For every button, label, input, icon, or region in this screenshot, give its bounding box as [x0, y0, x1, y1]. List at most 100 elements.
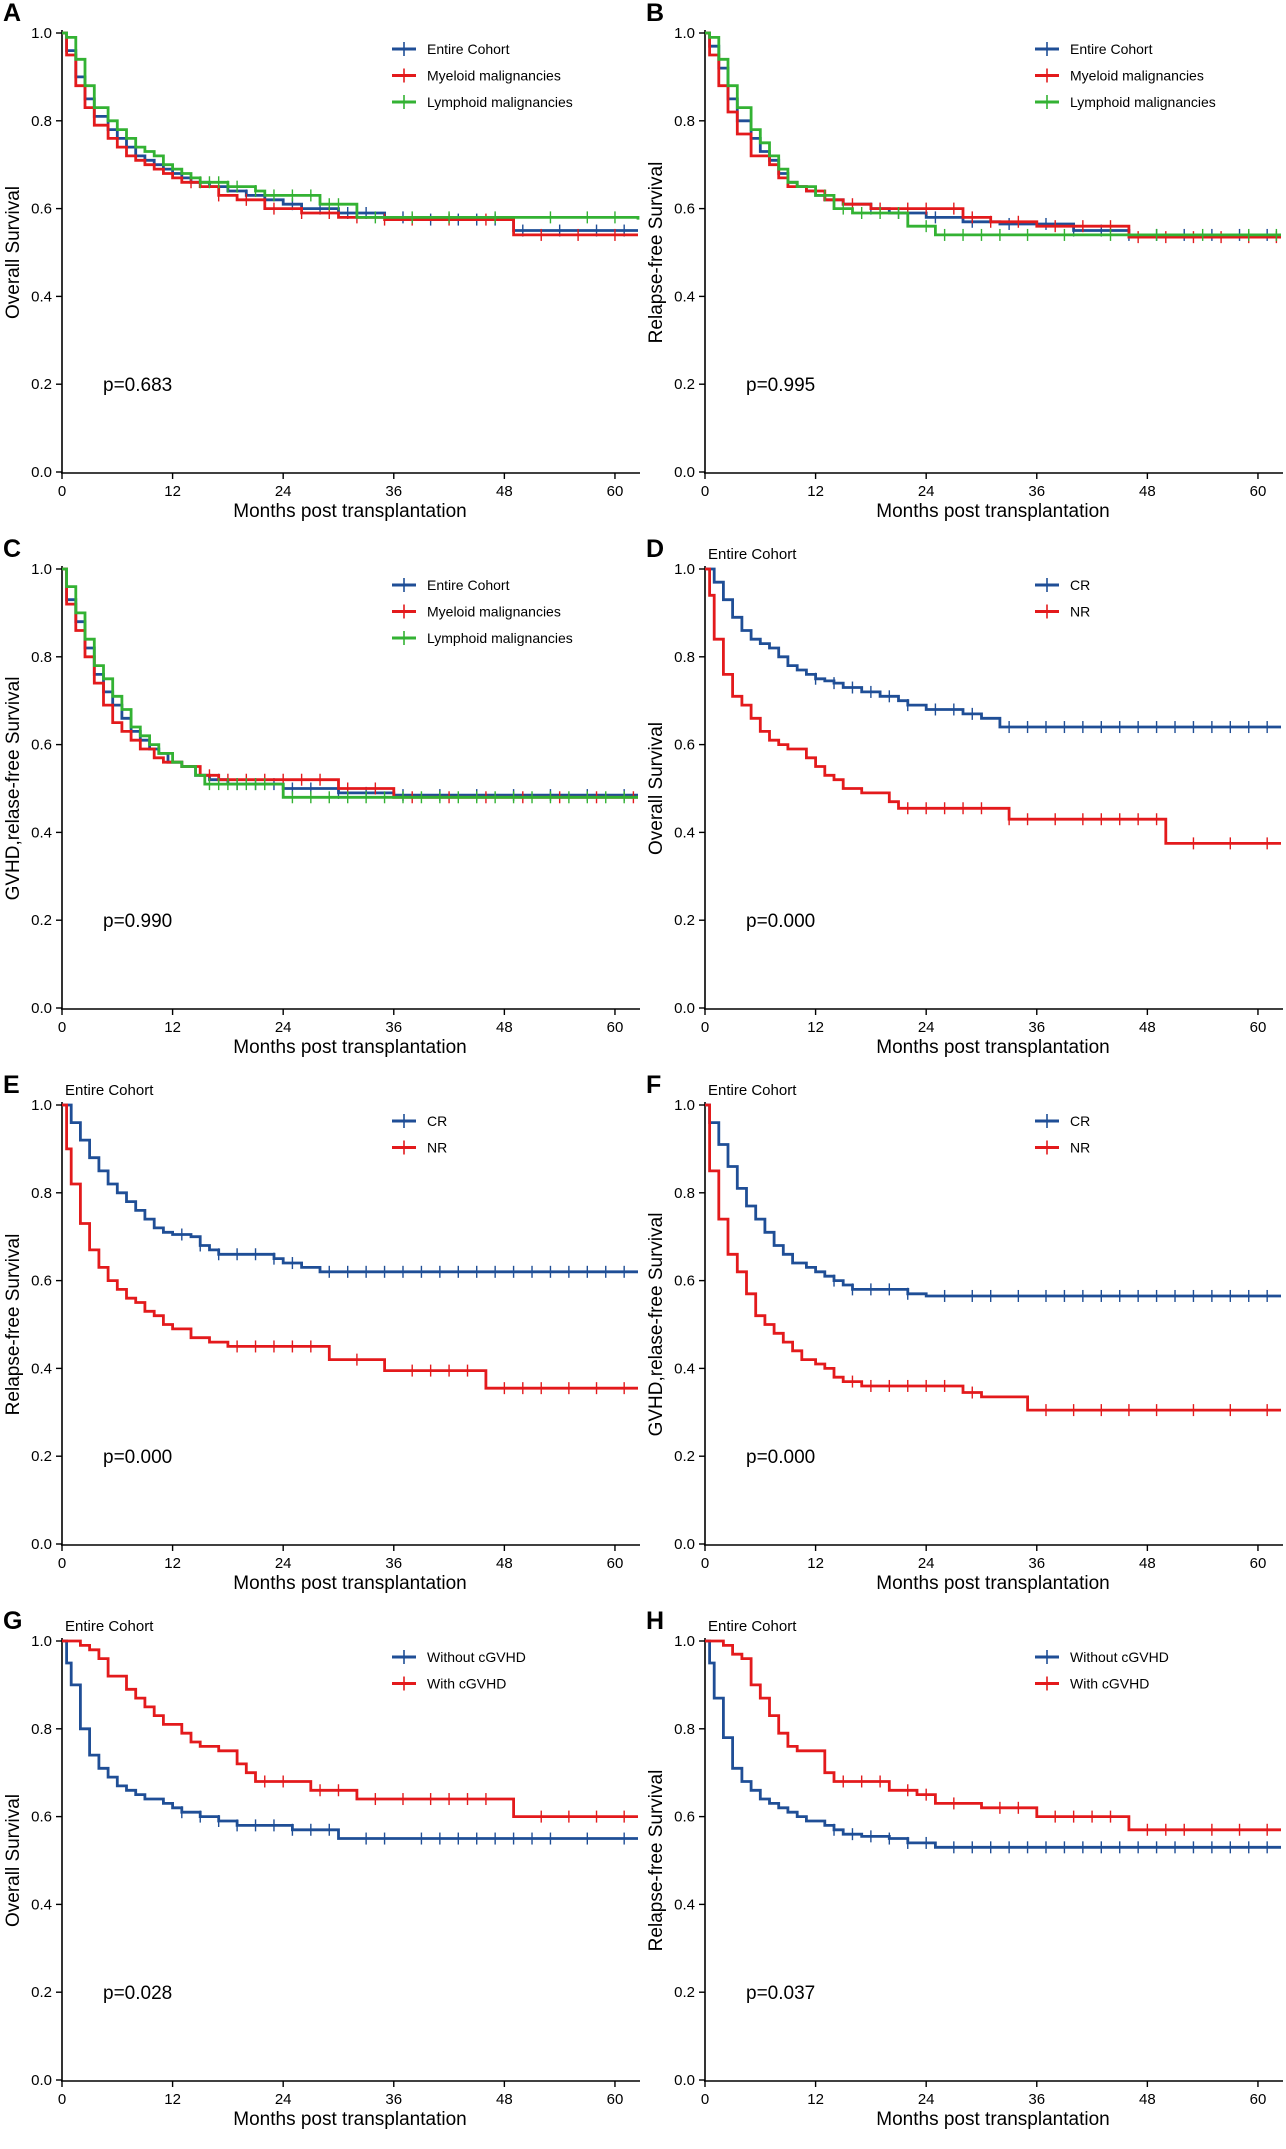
panel-letter: C [3, 535, 21, 563]
x-tick-label: 36 [385, 1019, 402, 1036]
km-chart: D Entire Cohort 0.0 0.2 0.4 0.6 0.8 1.0 0 12 24 36 4… [646, 535, 1283, 1058]
series-entire-cohort [705, 31, 1281, 241]
y-tick-label: 0.4 [31, 1896, 52, 1913]
km-curve [62, 1103, 638, 1390]
legend-entry: Lymphoid malignancies [392, 630, 573, 646]
y-tick-label: 0.2 [674, 912, 695, 929]
y-axis-title: Overall Survival [3, 1794, 24, 1927]
legend-label: NR [427, 1140, 447, 1156]
km-curve [705, 567, 1281, 845]
legend-label: Without cGVHD [1070, 1649, 1169, 1665]
legend-label: CR [1070, 1113, 1090, 1129]
km-curve [705, 1103, 1281, 1412]
x-tick-label: 0 [58, 1019, 66, 1036]
y-tick-label: 0.6 [31, 1809, 52, 1826]
legend-label: NR [1070, 1140, 1090, 1156]
x-axis-title: Months post transplantation [233, 2109, 466, 2130]
km-curve [62, 1639, 638, 1840]
panel-b: B 0.0 0.2 0.4 0.6 0.8 1.0 0 12 24 36 48 60 Months pos… [643, 0, 1286, 536]
y-tick-label: 0.2 [31, 376, 52, 393]
km-curve [62, 1639, 638, 1818]
legend-entry: Lymphoid malignancies [1035, 94, 1216, 110]
y-tick-label: 0.8 [674, 1185, 695, 1202]
legend-label: Lymphoid malignancies [427, 630, 573, 646]
km-curve [62, 1103, 638, 1274]
series-nr [705, 1103, 1281, 1417]
km-chart: H Entire Cohort 0.0 0.2 0.4 0.6 0.8 1.0 0 12 24 36 4… [646, 1607, 1283, 2130]
p-value: p=0.000 [746, 1447, 815, 1468]
series-without-cgvhd [62, 1639, 638, 1845]
km-curve [62, 567, 638, 799]
x-tick-label: 24 [275, 483, 292, 500]
y-tick-label: 1.0 [674, 1633, 695, 1650]
x-tick-label: 36 [385, 2091, 402, 2108]
km-curve [705, 1639, 1281, 1832]
km-chart: F Entire Cohort 0.0 0.2 0.4 0.6 0.8 1.0 0 12 24 36 4… [646, 1071, 1283, 1594]
x-axis-title: Months post transplantation [876, 501, 1109, 522]
legend-label: With cGVHD [427, 1676, 506, 1692]
y-tick-label: 0.8 [31, 113, 52, 130]
series-with-cgvhd [705, 1639, 1281, 1836]
y-tick-label: 1.0 [31, 1633, 52, 1650]
series-cr [705, 567, 1281, 734]
x-tick-label: 60 [607, 2091, 624, 2108]
panel-letter: A [3, 0, 21, 27]
y-tick-label: 0.0 [674, 1000, 695, 1017]
x-tick-label: 24 [275, 1019, 292, 1036]
panel-subtitle: Entire Cohort [708, 1082, 797, 1099]
panel-a: A 0.0 0.2 0.4 0.6 0.8 1.0 0 12 24 36 48 60 Months pos… [0, 0, 643, 536]
x-axis-title: Months post transplantation [876, 2109, 1109, 2130]
x-tick-label: 12 [164, 1555, 181, 1572]
x-tick-label: 0 [701, 1019, 709, 1036]
km-chart: B 0.0 0.2 0.4 0.6 0.8 1.0 0 12 24 36 48 60 Months pos… [646, 0, 1283, 522]
legend-label: Entire Cohort [1070, 41, 1153, 57]
panel-subtitle: Entire Cohort [65, 1082, 154, 1099]
legend-entry: Entire Cohort [392, 577, 510, 593]
series-nr [705, 567, 1281, 850]
x-tick-label: 60 [607, 1555, 624, 1572]
km-chart: E Entire Cohort 0.0 0.2 0.4 0.6 0.8 1.0 0 12 24 36 4… [3, 1071, 640, 1594]
x-tick-label: 60 [607, 483, 624, 500]
panel-g: G Entire Cohort 0.0 0.2 0.4 0.6 0.8 1.0 0 12 24 36 4… [0, 1607, 643, 2149]
y-axis-title: Relapse-free Survival [646, 1770, 667, 1952]
p-value: p=0.000 [103, 1447, 172, 1468]
y-tick-label: 0.2 [31, 1448, 52, 1465]
panel-e: E Entire Cohort 0.0 0.2 0.4 0.6 0.8 1.0 0 12 24 36 4… [0, 1071, 643, 1608]
legend-label: Myeloid malignancies [427, 68, 561, 84]
y-tick-label: 0.4 [674, 824, 695, 841]
x-tick-label: 0 [701, 483, 709, 500]
x-tick-label: 48 [496, 1555, 513, 1572]
panel-letter: B [646, 0, 664, 27]
x-tick-label: 60 [1250, 1019, 1267, 1036]
panel-c: C 0.0 0.2 0.4 0.6 0.8 1.0 0 12 24 36 48 60 Months pos… [0, 535, 643, 1072]
legend-label: Without cGVHD [427, 1649, 526, 1665]
y-axis-title: GVHD,relase-free Survival [3, 677, 24, 901]
x-tick-label: 36 [385, 483, 402, 500]
legend-entry: Myeloid malignancies [392, 604, 561, 620]
x-tick-label: 36 [1028, 1555, 1045, 1572]
legend-entry: Myeloid malignancies [392, 68, 561, 84]
legend-entry: Entire Cohort [1035, 41, 1153, 57]
y-tick-label: 0.6 [674, 737, 695, 754]
km-curve [705, 31, 1281, 239]
series-myeloid-malignancies [62, 31, 638, 241]
x-axis-title: Months post transplantation [233, 1037, 466, 1058]
y-tick-label: 0.4 [31, 1360, 52, 1377]
x-tick-label: 60 [1250, 2091, 1267, 2108]
legend-entry: Without cGVHD [1035, 1649, 1169, 1665]
x-tick-label: 24 [918, 1555, 935, 1572]
legend-entry: With cGVHD [1035, 1676, 1149, 1692]
legend-entry: CR [1035, 577, 1090, 593]
series-with-cgvhd [62, 1639, 638, 1823]
series-entire-cohort [62, 31, 638, 237]
legend-entry: Myeloid malignancies [1035, 68, 1204, 84]
y-tick-label: 0.6 [674, 201, 695, 218]
legend-entry: CR [1035, 1113, 1090, 1129]
km-curve [62, 31, 638, 232]
y-tick-label: 0.2 [674, 1984, 695, 2001]
km-chart: C 0.0 0.2 0.4 0.6 0.8 1.0 0 12 24 36 48 60 Months pos… [3, 535, 640, 1058]
panel-subtitle: Entire Cohort [708, 1618, 797, 1635]
x-tick-label: 36 [385, 1555, 402, 1572]
y-tick-label: 0.2 [31, 1984, 52, 2001]
p-value: p=0.028 [103, 1983, 172, 2004]
